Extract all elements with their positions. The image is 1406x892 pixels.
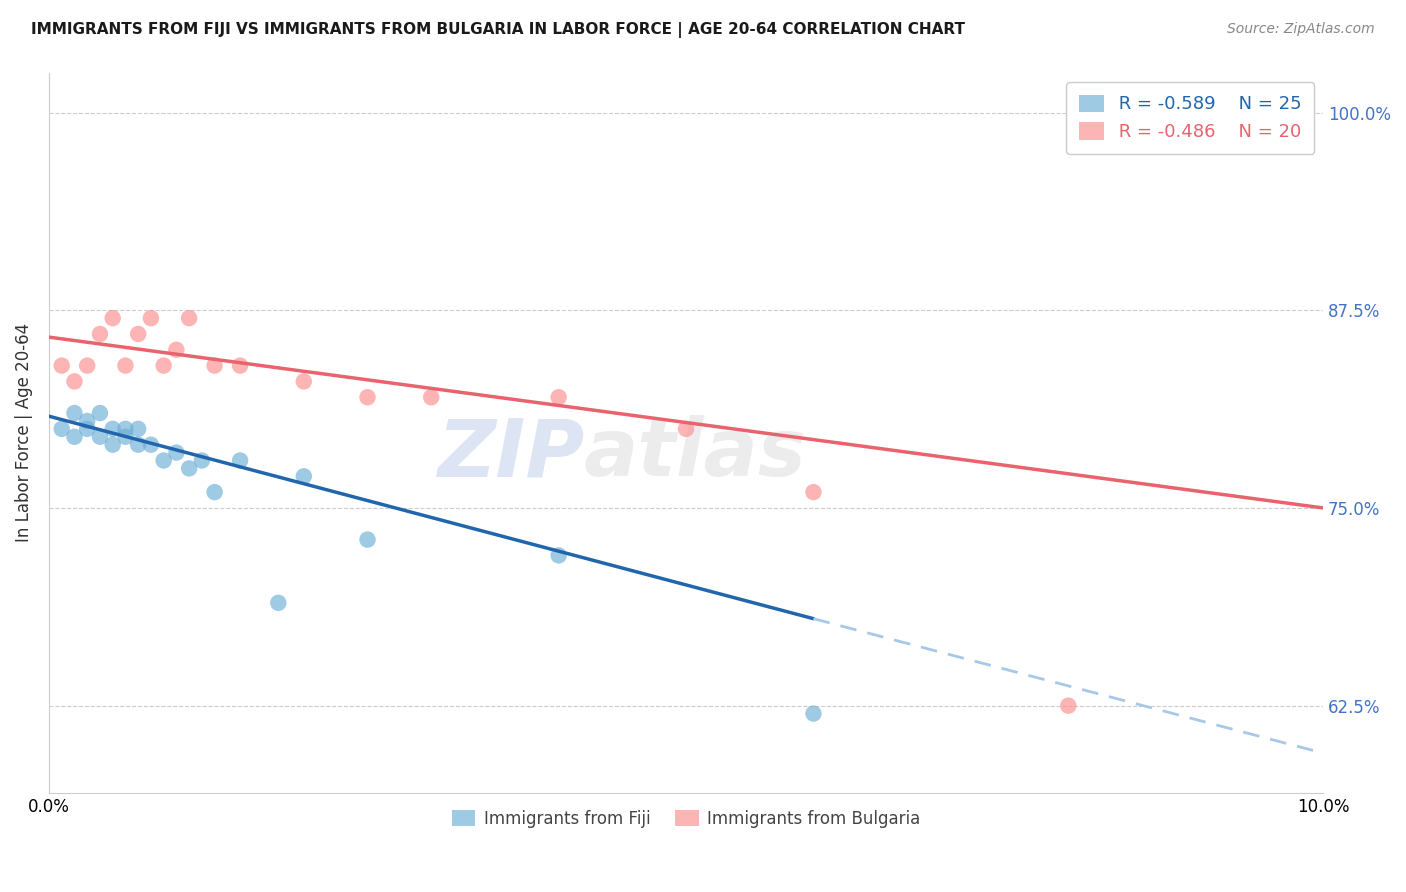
Point [127, 422, 149, 436]
Point [547, 549, 569, 563]
Point [356, 533, 378, 547]
Text: IMMIGRANTS FROM FIJI VS IMMIGRANTS FROM BULGARIA IN LABOR FORCE | AGE 20-64 CORR: IMMIGRANTS FROM FIJI VS IMMIGRANTS FROM … [31, 22, 965, 38]
Point [101, 311, 124, 326]
Point [63, 375, 86, 389]
Point [292, 375, 315, 389]
Point [139, 311, 162, 326]
Point [89, 406, 111, 420]
Point [114, 430, 136, 444]
Point [1057, 698, 1080, 713]
Point [204, 359, 226, 373]
Point [267, 596, 290, 610]
Point [127, 326, 149, 341]
Point [204, 485, 226, 500]
Text: ZIP: ZIP [437, 416, 583, 493]
Point [229, 359, 252, 373]
Point [165, 445, 187, 459]
Point [63, 430, 86, 444]
Point [76, 414, 98, 428]
Point [229, 453, 252, 467]
Point [165, 343, 187, 357]
Point [101, 438, 124, 452]
Point [76, 422, 98, 436]
Point [152, 453, 174, 467]
Point [51, 422, 73, 436]
Point [803, 485, 825, 500]
Point [356, 390, 378, 404]
Point [63, 406, 86, 420]
Point [127, 438, 149, 452]
Point [675, 422, 697, 436]
Point [89, 326, 111, 341]
Point [139, 438, 162, 452]
Point [51, 359, 73, 373]
Point [76, 359, 98, 373]
Point [152, 359, 174, 373]
Text: atlas: atlas [583, 416, 807, 493]
Point [547, 390, 569, 404]
Point [803, 706, 825, 721]
Y-axis label: In Labor Force | Age 20-64: In Labor Force | Age 20-64 [15, 323, 32, 542]
Point [420, 390, 443, 404]
Point [179, 311, 201, 326]
Point [114, 422, 136, 436]
Point [179, 461, 201, 475]
Point [89, 430, 111, 444]
Point [191, 453, 214, 467]
Point [114, 359, 136, 373]
Text: Source: ZipAtlas.com: Source: ZipAtlas.com [1227, 22, 1375, 37]
Point [101, 422, 124, 436]
Legend: Immigrants from Fiji, Immigrants from Bulgaria: Immigrants from Fiji, Immigrants from Bu… [446, 804, 927, 835]
Point [292, 469, 315, 483]
